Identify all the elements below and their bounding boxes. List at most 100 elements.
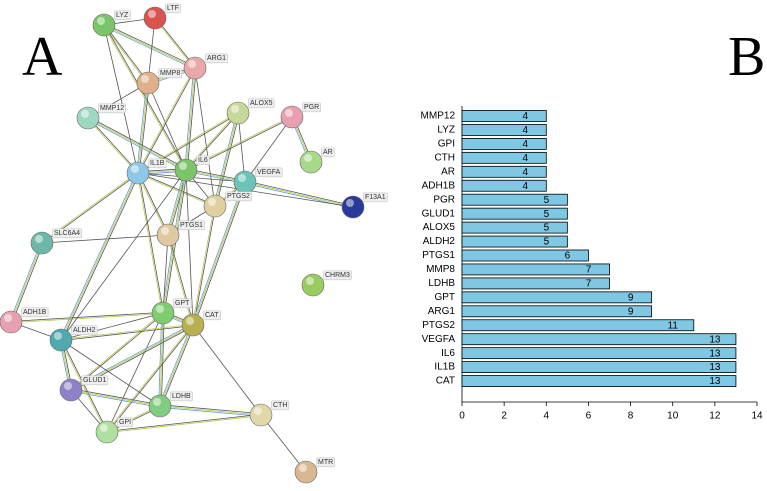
y-tick-label: IL6 (441, 348, 455, 359)
y-tick-label: IL1B (434, 362, 455, 373)
value-label: 4 (523, 167, 529, 178)
edge (245, 180, 354, 207)
edge (237, 112, 246, 183)
edge (185, 112, 238, 170)
edge (137, 82, 149, 174)
node-label-box (302, 102, 321, 113)
edge (168, 234, 195, 325)
edge (138, 172, 165, 313)
edge (159, 324, 194, 407)
y-tick-label: GPI (438, 139, 455, 150)
bar (461, 249, 589, 262)
edge (193, 206, 217, 326)
bar (461, 291, 653, 304)
edge (215, 113, 240, 207)
node (126, 161, 150, 185)
edge (186, 113, 239, 171)
value-label: 4 (523, 139, 529, 150)
node-highlight (161, 227, 169, 235)
edge (61, 325, 194, 342)
bar (461, 207, 568, 220)
edge (61, 173, 140, 341)
bar (461, 235, 568, 248)
panel-label: B (728, 26, 765, 88)
node-label: MMP8 (160, 70, 180, 77)
value-label: 7 (586, 279, 592, 290)
node (226, 101, 250, 125)
edge (260, 414, 307, 473)
node (49, 328, 73, 352)
bar (461, 375, 737, 387)
node-highlight (153, 398, 161, 406)
edge (70, 389, 161, 407)
node-highlight (156, 305, 164, 313)
node-highlight (186, 317, 194, 325)
node-highlight (64, 382, 72, 390)
edge (194, 67, 216, 207)
node-label-box (158, 68, 183, 79)
node-label: PTGS2 (227, 193, 250, 200)
edge (106, 312, 164, 433)
node-label: IL6 (198, 157, 208, 164)
y-tick-label: MMP12 (421, 111, 456, 122)
edge (107, 415, 262, 434)
node-label-box (323, 270, 352, 281)
node-label: GLUD1 (83, 377, 106, 384)
node (95, 420, 119, 444)
edge (87, 118, 186, 172)
bar (461, 361, 737, 374)
node-label-box (165, 3, 181, 14)
node-highlight (97, 17, 105, 25)
node (76, 106, 100, 130)
node-highlight (346, 199, 354, 207)
edge (107, 325, 194, 433)
y-tick-label: ARG1 (428, 306, 456, 317)
node-highlight (54, 332, 62, 340)
node-highlight (148, 10, 156, 18)
node-label: PTGS1 (180, 222, 203, 229)
node-label-box (21, 307, 49, 318)
value-label: 4 (523, 181, 529, 192)
edge (138, 172, 216, 206)
node-label: ARG1 (207, 55, 226, 62)
edge (186, 68, 197, 171)
edge (136, 173, 163, 314)
edge (103, 25, 195, 70)
node-label-box (81, 375, 109, 386)
node-label-box (178, 220, 205, 231)
node-label-box (271, 400, 290, 411)
bar (461, 221, 568, 234)
y-tick-label: MMP8 (426, 264, 455, 275)
edge (60, 312, 164, 341)
node-highlight (188, 60, 196, 68)
node (0, 310, 23, 334)
node-label-box (363, 192, 388, 203)
edge (160, 313, 165, 407)
x-tick-label: 10 (667, 411, 679, 422)
node (136, 71, 160, 95)
edge (138, 68, 196, 174)
node-highlight (100, 424, 108, 432)
edge (60, 339, 161, 407)
node-label: F13A1 (365, 194, 386, 201)
y-tick-label: CAT (436, 376, 455, 387)
x-tick-label: 6 (586, 411, 592, 422)
node (148, 394, 172, 418)
value-label: 5 (544, 209, 550, 220)
bar (461, 333, 737, 346)
y-tick-label: AR (441, 166, 455, 177)
bar (461, 151, 547, 164)
node (294, 460, 318, 484)
node-label: MMP12 (100, 105, 124, 112)
value-label: 5 (544, 195, 550, 206)
nodes: LYZ LTF MMP8 ARG1 MMP12 ALOX5 PGR AR IL1B IL6 VEGF… (0, 3, 388, 484)
edge (158, 312, 163, 406)
edge (106, 324, 193, 432)
value-label: 13 (709, 334, 721, 345)
y-tick-label: VEGFA (422, 334, 456, 345)
bar (461, 165, 547, 178)
node (181, 313, 205, 337)
edge (244, 181, 354, 208)
node-label: GPI (119, 419, 131, 426)
edge (213, 112, 238, 206)
